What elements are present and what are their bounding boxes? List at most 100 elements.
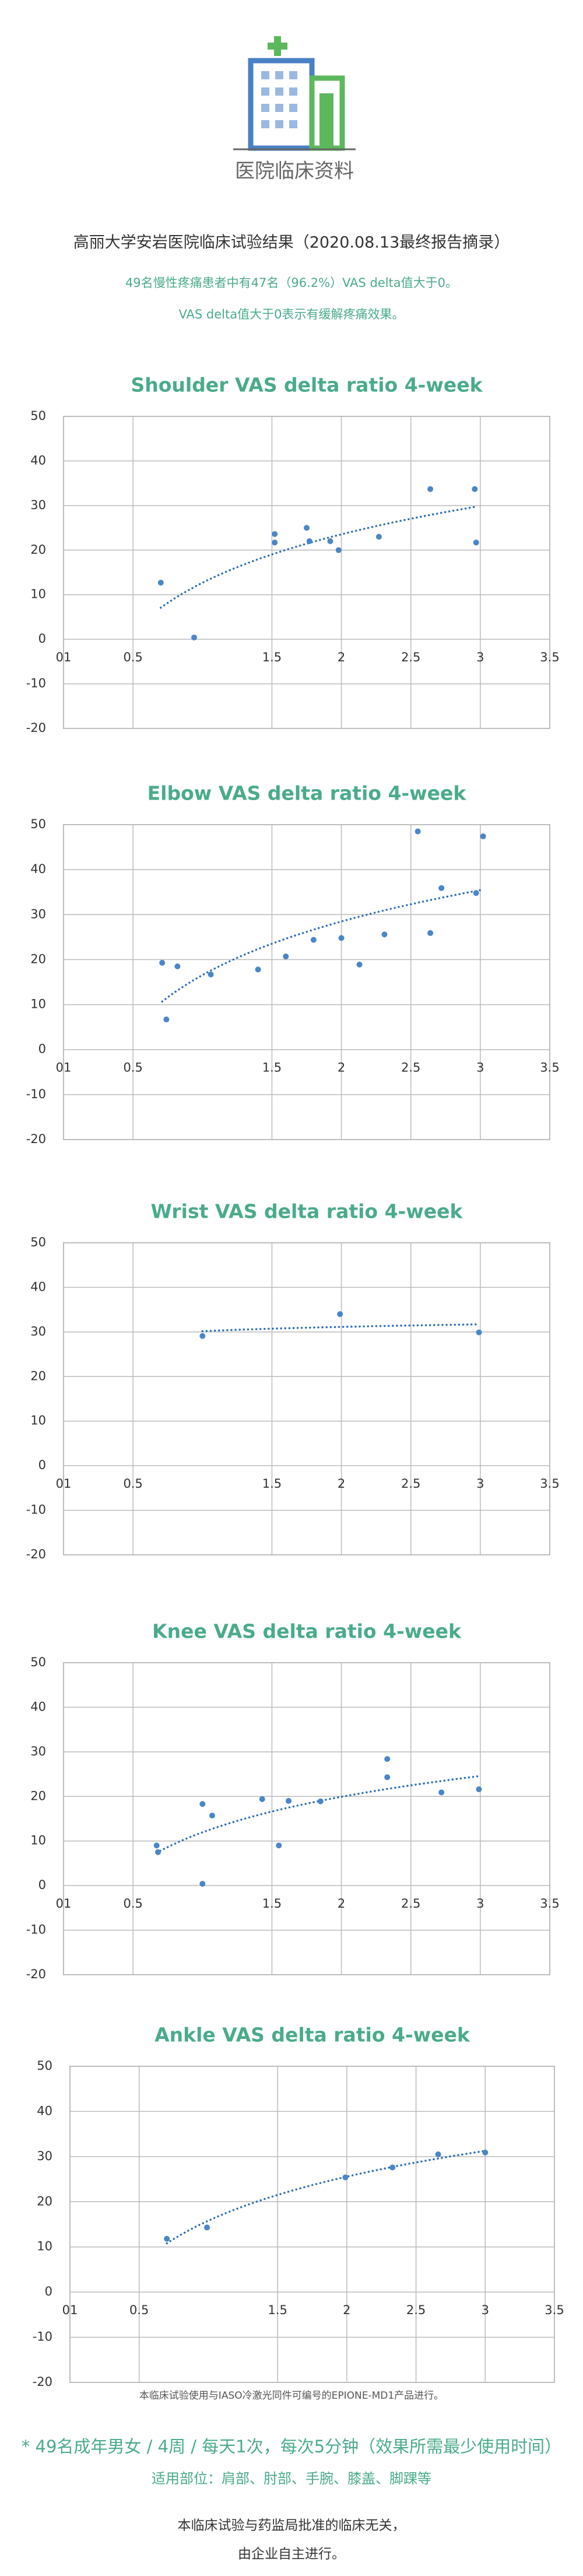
y-tick-label: 50	[30, 1655, 46, 1669]
x-tick-label: 01	[56, 650, 72, 664]
disclaimer: 由企业自主进行。	[238, 2547, 345, 2562]
data-point	[199, 1333, 206, 1339]
y-tick-label: 30	[30, 1744, 46, 1758]
x-tick-label: 2.5	[401, 1477, 420, 1491]
x-tick-label: 0.5	[123, 1897, 142, 1911]
data-point	[472, 486, 478, 492]
data-point	[204, 2224, 210, 2231]
data-point	[375, 534, 382, 540]
y-tick-label: 20	[30, 952, 46, 966]
data-point	[304, 525, 310, 531]
data-point	[255, 966, 261, 973]
data-point	[286, 1797, 292, 1804]
y-tick-label: 20	[30, 1789, 46, 1803]
data-point	[174, 963, 181, 969]
data-point	[435, 2151, 441, 2157]
data-point	[209, 1813, 215, 1819]
summary-line: VAS delta值大于0表示有缓解疼痛效果。	[179, 307, 405, 321]
data-point	[384, 1774, 391, 1781]
x-tick-label: 1.5	[262, 1061, 282, 1075]
y-tick-label: -10	[26, 677, 46, 691]
y-tick-label: -10	[26, 1087, 46, 1101]
y-tick-label: -20	[26, 721, 46, 735]
y-tick-label: 20	[30, 1369, 46, 1383]
y-tick-label: 50	[30, 817, 46, 831]
data-point	[335, 547, 342, 553]
x-tick-label: 01	[62, 2303, 78, 2317]
data-point	[338, 935, 345, 941]
x-tick-label: 3.5	[540, 1897, 559, 1911]
data-point	[356, 961, 363, 968]
x-tick-label: 3.5	[545, 2303, 564, 2317]
data-point	[155, 1849, 161, 1855]
conditions: * 49名成年男女 / 4周 / 每天1次，每次5分钟（效果所需最少使用时间）	[22, 2437, 561, 2456]
plot-area	[69, 2066, 555, 2383]
plot-area	[63, 1242, 550, 1555]
x-tick-label: 3	[476, 1897, 484, 1911]
logo-text: 医院临床资料	[235, 160, 354, 183]
y-tick-label: 30	[30, 1324, 46, 1338]
trendline	[201, 1323, 480, 1333]
y-tick-label: -10	[26, 1923, 46, 1937]
chart-title: Ankle VAS delta ratio 4-week	[154, 2024, 470, 2046]
y-tick-label: 20	[37, 2194, 52, 2208]
data-point	[191, 635, 197, 641]
data-point	[327, 538, 333, 544]
chart-title: Wrist VAS delta ratio 4-week	[151, 1200, 463, 1223]
data-point	[164, 2235, 170, 2242]
x-tick-label: 3	[476, 650, 484, 664]
data-point	[163, 1017, 170, 1023]
x-tick-label: 3.5	[540, 650, 559, 664]
trendline	[161, 888, 484, 1003]
x-tick-label: 0.5	[123, 1477, 142, 1491]
y-tick-label: 40	[30, 453, 46, 467]
x-tick-label: 2.5	[401, 1897, 420, 1911]
x-tick-label: 3.5	[540, 1061, 559, 1075]
y-tick-label: 0	[45, 2284, 52, 2298]
data-point	[476, 1786, 482, 1793]
x-tick-label: 2	[338, 650, 345, 664]
y-tick-label: 50	[37, 2059, 52, 2073]
data-point	[259, 1796, 265, 1802]
y-tick-label: 30	[37, 2149, 52, 2163]
x-tick-label: 3	[476, 1061, 484, 1075]
x-tick-label: 2	[338, 1061, 345, 1075]
x-tick-label: 01	[56, 1477, 72, 1491]
y-tick-label: -20	[26, 1967, 46, 1981]
data-point	[389, 2164, 396, 2171]
x-tick-label: 0.5	[129, 2303, 149, 2317]
trendline	[160, 506, 477, 609]
data-point	[159, 959, 166, 966]
disclaimer: 本临床试验与药监局批准的临床无关，	[178, 2518, 406, 2533]
y-tick-label: 0	[38, 632, 46, 646]
footer-note: 本临床试验使用与IASO冷激光同件可编号的EPIONE-MD1产品进行。	[139, 2389, 444, 2402]
data-point	[153, 1842, 160, 1849]
summary-line: 49名慢性疼痛患者中有47名（96.2%）VAS delta值大于0。	[125, 276, 458, 290]
x-tick-label: 01	[56, 1897, 72, 1911]
y-tick-label: 50	[30, 1235, 46, 1249]
y-tick-label: -20	[26, 1547, 46, 1561]
x-tick-label: 1.5	[268, 2303, 287, 2317]
x-tick-label: 2.5	[401, 1061, 420, 1075]
plot-area	[63, 416, 550, 729]
y-tick-label: 10	[30, 1414, 46, 1428]
y-tick-label: 20	[30, 542, 46, 556]
data-point	[427, 930, 434, 936]
data-point	[157, 580, 164, 586]
y-tick-label: 40	[30, 1280, 46, 1294]
data-point	[283, 954, 289, 960]
x-tick-label: 3.5	[540, 1477, 559, 1491]
data-point	[317, 1798, 324, 1804]
y-tick-label: 0	[38, 1458, 46, 1472]
data-point	[473, 890, 479, 896]
data-point	[310, 937, 317, 943]
x-tick-label: 2	[338, 1477, 345, 1491]
y-tick-label: -20	[33, 2375, 52, 2389]
data-point	[438, 885, 445, 891]
trendline	[166, 2150, 487, 2245]
y-tick-label: 0	[38, 1042, 46, 1056]
applicable-parts: 适用部位：肩部、肘部、手腕、膝盖、脚踝等	[152, 2470, 431, 2487]
data-point	[384, 1756, 391, 1762]
data-point	[476, 1329, 482, 1336]
